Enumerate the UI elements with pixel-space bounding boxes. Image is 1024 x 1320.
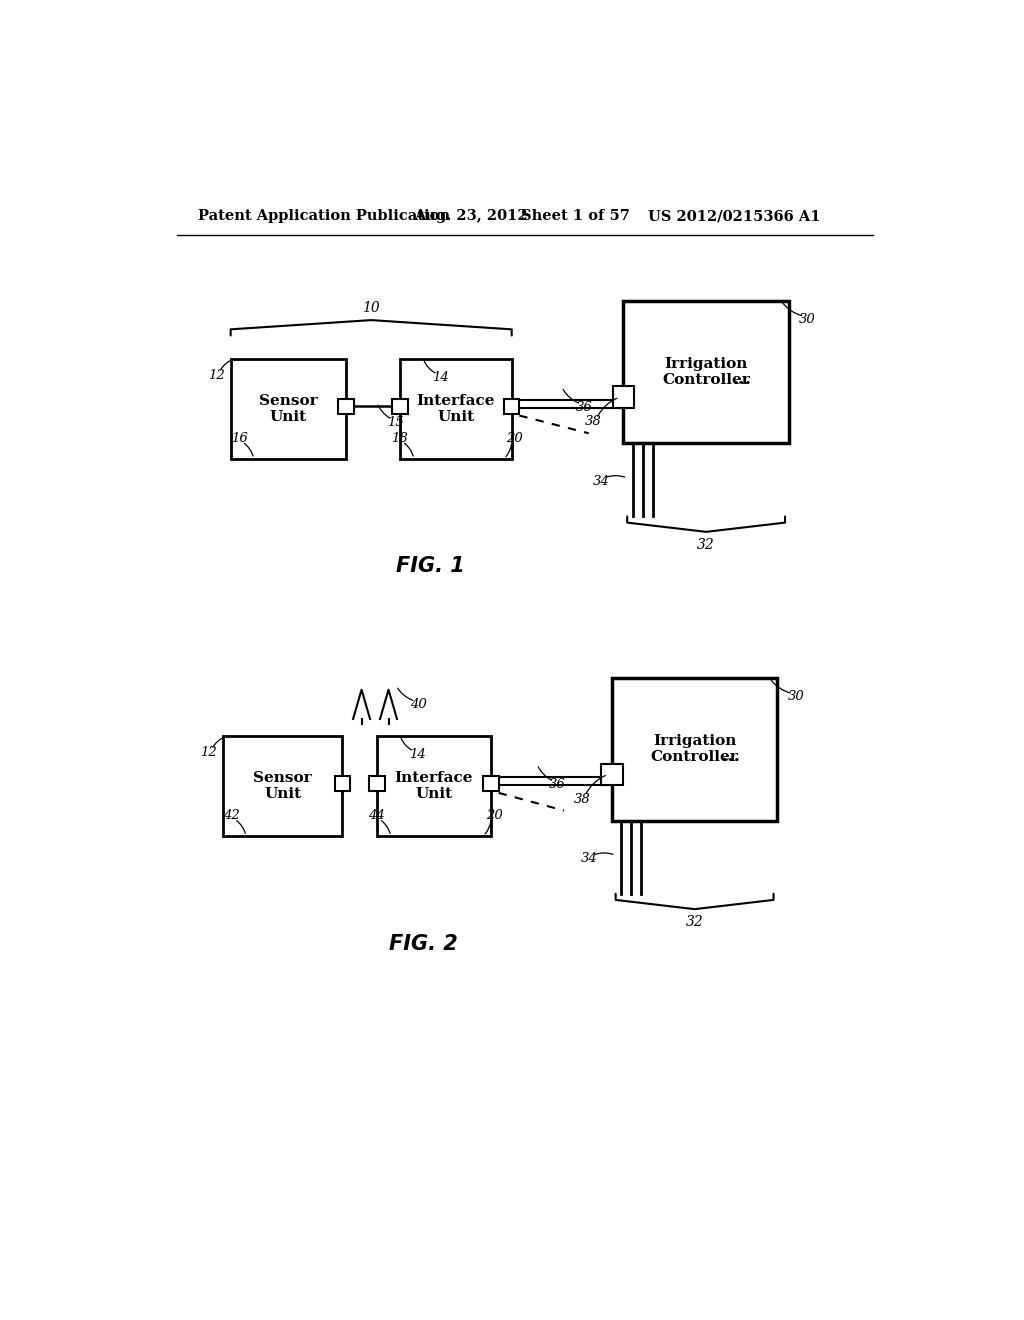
Bar	[504, 399, 519, 414]
Text: 30: 30	[799, 313, 816, 326]
Text: 14: 14	[409, 748, 425, 760]
Text: US 2012/0215366 A1: US 2012/0215366 A1	[648, 209, 820, 223]
Text: 32: 32	[686, 915, 703, 929]
Text: 18: 18	[391, 432, 408, 445]
Text: 36: 36	[575, 400, 593, 413]
Text: 16: 16	[230, 432, 248, 445]
Text: 15: 15	[387, 416, 403, 429]
Text: FIG. 1: FIG. 1	[396, 557, 465, 577]
Bar	[601, 763, 623, 785]
Text: Interface
Unit: Interface Unit	[394, 771, 473, 801]
Text: 20: 20	[485, 809, 503, 822]
Text: ...: ...	[722, 747, 740, 766]
Text: 42: 42	[223, 809, 240, 822]
Text: Sensor
Unit: Sensor Unit	[259, 393, 317, 424]
Bar	[624, 301, 788, 444]
Bar	[370, 776, 385, 792]
Text: 36: 36	[549, 777, 565, 791]
Text: 34: 34	[593, 474, 609, 487]
Bar	[223, 737, 342, 836]
Text: 20: 20	[507, 432, 523, 445]
Text: Aug. 23, 2012: Aug. 23, 2012	[414, 209, 527, 223]
Text: Irrigation
Controller: Irrigation Controller	[663, 356, 750, 387]
Text: 14: 14	[432, 371, 449, 384]
Text: 38: 38	[585, 416, 602, 428]
Text: 38: 38	[573, 792, 590, 805]
Text: Irrigation
Controller: Irrigation Controller	[650, 734, 738, 764]
Text: Sensor
Unit: Sensor Unit	[253, 771, 312, 801]
Text: 34: 34	[581, 851, 598, 865]
Text: 44: 44	[368, 809, 385, 822]
Bar	[377, 737, 490, 836]
Bar	[483, 776, 499, 792]
Text: 12: 12	[208, 370, 224, 381]
Bar	[230, 359, 346, 459]
Bar	[611, 678, 777, 821]
Bar	[335, 776, 350, 792]
Text: ...: ...	[733, 370, 752, 388]
Text: Patent Application Publication: Patent Application Publication	[199, 209, 451, 223]
Bar	[612, 387, 634, 408]
Text: Sheet 1 of 57: Sheet 1 of 57	[521, 209, 630, 223]
Bar	[400, 359, 512, 459]
Text: 40: 40	[411, 698, 427, 711]
Text: 10: 10	[362, 301, 380, 315]
Text: 12: 12	[200, 746, 217, 759]
Bar	[392, 399, 408, 414]
Text: 32: 32	[697, 539, 715, 552]
Text: FIG. 2: FIG. 2	[389, 933, 458, 954]
Bar	[339, 399, 354, 414]
Text: 30: 30	[787, 690, 804, 704]
Text: Interface
Unit: Interface Unit	[417, 393, 496, 424]
